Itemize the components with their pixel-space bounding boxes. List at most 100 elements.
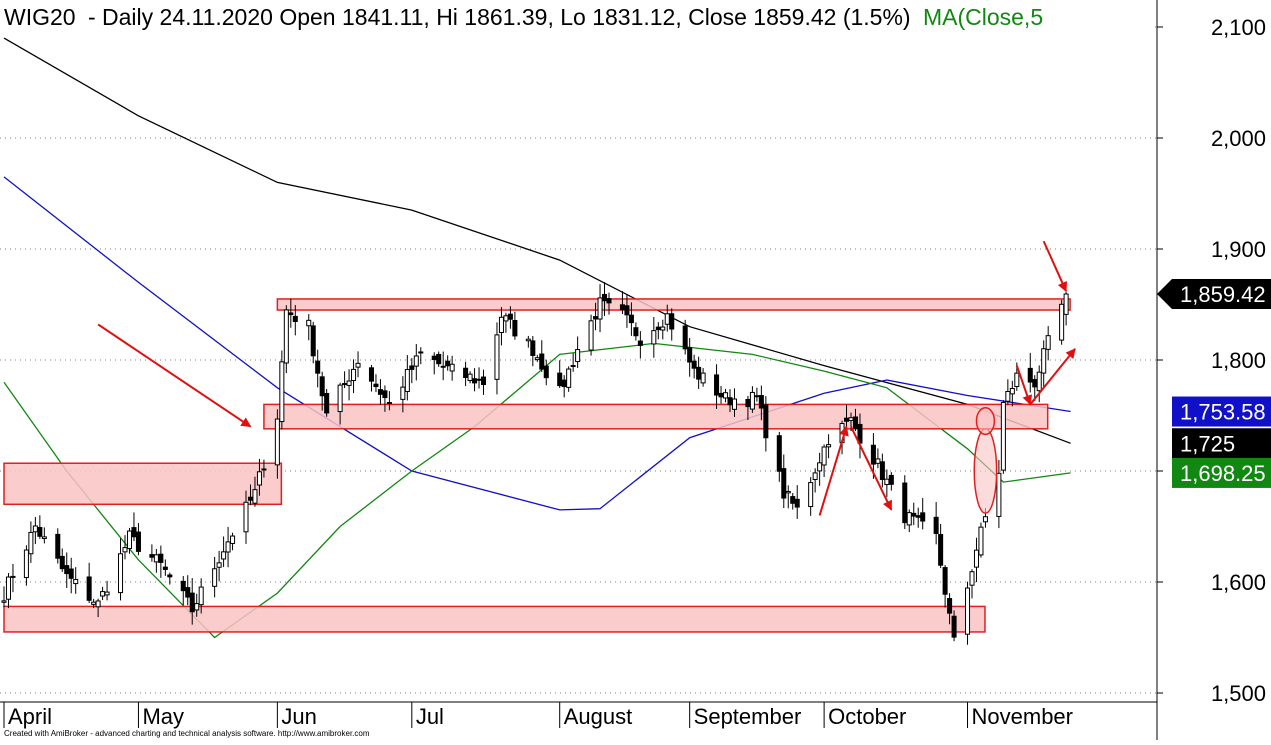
candle-body xyxy=(32,525,38,533)
candle-body xyxy=(888,474,894,485)
candle-body xyxy=(749,391,755,410)
candle-body xyxy=(256,471,262,486)
candle-body xyxy=(745,398,751,408)
candle-body xyxy=(844,417,850,422)
candle-body xyxy=(669,313,675,330)
zone-layer xyxy=(3,298,1071,633)
candle-body xyxy=(758,395,764,409)
candle-body xyxy=(942,567,948,595)
candle-body xyxy=(794,498,800,508)
candle-body xyxy=(593,316,599,320)
candle-body xyxy=(978,526,984,556)
candle-body xyxy=(808,482,814,508)
candle-body xyxy=(95,600,101,608)
candle-body xyxy=(373,383,379,388)
title-info: - Daily 24.11.2020 Open 1841.11, Hi 1861… xyxy=(88,4,911,30)
candle-body xyxy=(315,360,321,374)
candle-body xyxy=(619,304,625,311)
candle-body xyxy=(664,313,670,325)
candle-body xyxy=(821,446,827,466)
y-tick-label: 2,000 xyxy=(1211,126,1266,151)
candle-body xyxy=(812,472,818,480)
candle-body xyxy=(628,314,634,324)
candle-body xyxy=(158,553,164,563)
candle-body xyxy=(503,315,509,322)
candle-body xyxy=(951,615,957,638)
candle-body xyxy=(10,575,16,578)
candle-body xyxy=(122,547,128,553)
moving-average-line-1 xyxy=(3,37,1071,444)
price-label-layer: 1,859.42 1,753.58 1,725 1,698.25 xyxy=(1157,279,1271,488)
price-label: 1,698.25 xyxy=(1172,457,1271,488)
price-label: 1,859.42 xyxy=(1157,279,1271,310)
candle-body xyxy=(404,369,410,393)
price-label-box xyxy=(1172,428,1271,459)
candle-body xyxy=(55,533,61,559)
candle-body xyxy=(539,353,545,370)
candle-body xyxy=(731,398,737,410)
candle-body xyxy=(852,416,858,429)
candle-body xyxy=(969,571,975,586)
support-resistance-zone xyxy=(263,403,1049,430)
candle-body xyxy=(781,468,787,499)
price-label-text: 1,753.58 xyxy=(1180,400,1266,425)
highlight-ellipse xyxy=(975,406,996,436)
title-symbol: WIG20 xyxy=(4,4,76,30)
candle-body xyxy=(472,378,478,384)
candle-body xyxy=(247,496,253,501)
candle-layer xyxy=(1,282,1069,645)
candle-body xyxy=(906,512,912,526)
candle-body xyxy=(467,373,473,381)
candle-body xyxy=(817,462,823,472)
candle-body xyxy=(575,349,581,363)
candle-body xyxy=(91,601,97,605)
price-label-text: 1,698.25 xyxy=(1180,461,1266,486)
price-label-pointer xyxy=(1157,279,1271,310)
candle-body xyxy=(1036,371,1042,392)
candle-body xyxy=(324,393,330,414)
candle-body xyxy=(637,340,643,346)
y-tick-label: 1,600 xyxy=(1211,570,1266,595)
price-label-text: 1,859.42 xyxy=(1180,282,1266,307)
candle-body xyxy=(785,490,791,494)
candle-body xyxy=(355,362,361,368)
candle-body xyxy=(588,320,594,351)
candle-body xyxy=(28,531,34,555)
candle-body xyxy=(292,315,298,322)
candle-body xyxy=(570,365,576,368)
candle-body xyxy=(494,334,500,380)
price-label-box xyxy=(1172,457,1271,488)
candle-body xyxy=(431,355,437,360)
candle-body xyxy=(180,580,186,592)
candle-body xyxy=(879,461,885,481)
y-tick-label: 1,500 xyxy=(1211,681,1266,706)
candle-body xyxy=(400,386,406,400)
candle-body xyxy=(700,372,706,384)
candle-body xyxy=(194,603,200,611)
candle-body xyxy=(1014,372,1020,388)
candle-body xyxy=(445,360,451,367)
candle-body xyxy=(449,363,455,372)
candle-body xyxy=(252,489,258,504)
candle-body xyxy=(481,376,487,386)
candle-body xyxy=(149,554,155,558)
candle-body xyxy=(221,551,227,560)
candle-body xyxy=(418,351,424,354)
candle-body xyxy=(727,397,733,406)
month-label-layer: April May Jun Jul August September October Nove… xyxy=(3,702,1073,729)
candle-body xyxy=(902,482,908,524)
price-label: 1,753.58 xyxy=(1172,396,1271,427)
trend-arrow xyxy=(97,323,252,428)
candle-body xyxy=(870,444,876,465)
candle-body xyxy=(723,392,729,399)
axis-layer xyxy=(0,0,1158,740)
candle-body xyxy=(754,395,760,398)
candle-body xyxy=(875,458,881,464)
candle-body xyxy=(413,355,419,367)
candle-body xyxy=(126,530,132,550)
month-label: Jun xyxy=(281,704,316,729)
candle-body xyxy=(606,298,612,304)
candle-body xyxy=(982,516,988,523)
